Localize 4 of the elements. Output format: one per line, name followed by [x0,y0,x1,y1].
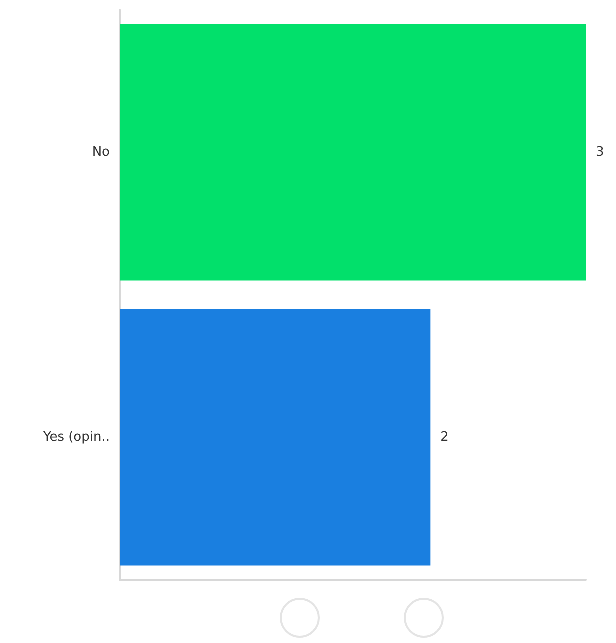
data-label: 3 [596,145,604,160]
data-label: 2 [440,430,449,445]
y-tick-label: No [92,145,110,160]
y-tick-label: Yes (opin.. [42,430,110,445]
